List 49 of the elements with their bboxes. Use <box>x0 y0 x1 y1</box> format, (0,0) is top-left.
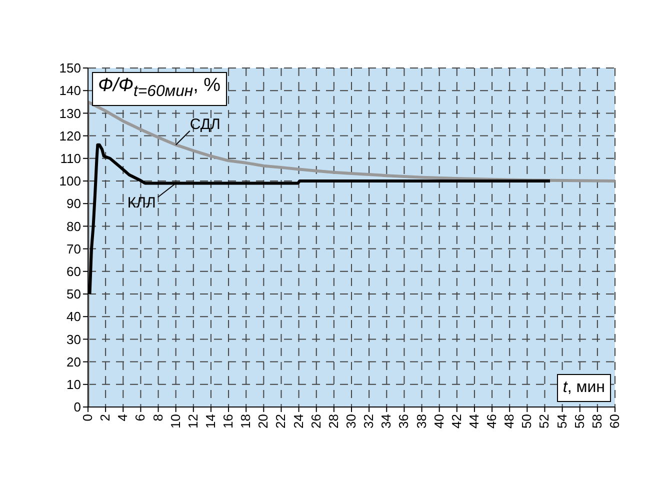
x-tick-label: 56 <box>572 414 587 428</box>
x-tick-label: 16 <box>220 414 236 428</box>
x-axis-title: t, мин <box>556 374 611 402</box>
x-tick-label: 28 <box>326 414 341 428</box>
x-tick-label: 30 <box>344 414 358 428</box>
x-tick-label: 14 <box>202 414 218 428</box>
x-tick-label: 48 <box>502 414 517 428</box>
x-tick-label: 24 <box>290 414 306 428</box>
x-tick-label: 6 <box>132 414 148 422</box>
y-tick-label: 150 <box>59 60 81 76</box>
y-tick-label: 80 <box>66 218 81 234</box>
x-tick-label: 12 <box>185 414 200 428</box>
x-tick-label: 34 <box>378 414 394 428</box>
y-tick-label: 10 <box>66 377 81 392</box>
y-tick-label: 140 <box>59 83 81 98</box>
x-tick-label: 4 <box>115 414 130 422</box>
y-tick-label: 130 <box>59 106 81 121</box>
x-tick-label: 0 <box>80 414 95 422</box>
x-tick-label: 42 <box>448 414 464 428</box>
x-tick-label: 18 <box>238 414 254 428</box>
y-axis-title: Ф/Ф$_{t=60мин}$, % <box>92 72 227 106</box>
x-tick-label: 20 <box>256 414 271 428</box>
y-tick-label: 20 <box>66 354 81 370</box>
y-tick-label: 70 <box>66 241 81 256</box>
y-tick-label: 120 <box>59 128 81 144</box>
y-tick-label: 50 <box>66 286 81 302</box>
x-tick-label: 26 <box>308 414 324 428</box>
x-tick-label: 50 <box>519 414 534 428</box>
x-tick-label: 46 <box>484 414 500 428</box>
y-tick-label: 30 <box>66 332 81 347</box>
x-tick-label: 36 <box>396 414 412 428</box>
x-tick-label: 8 <box>150 414 166 422</box>
x-tick-label: 2 <box>98 414 113 422</box>
x-tick-label: 58 <box>589 414 604 428</box>
y-tick-label: 90 <box>66 196 81 212</box>
y-tick-label: 40 <box>66 309 81 324</box>
y-tick-label: 100 <box>59 174 81 189</box>
x-tick-label: 54 <box>554 414 570 428</box>
x-tick-label: 38 <box>414 414 429 428</box>
series-label: СДЛ <box>190 116 220 133</box>
y-tick-label: 60 <box>66 264 81 280</box>
x-tick-label: 32 <box>361 414 376 428</box>
x-tick-label: 44 <box>466 414 482 428</box>
x-tick-label: 60 <box>607 414 622 428</box>
y-tick-label: 110 <box>60 151 81 166</box>
x-tick-label: 52 <box>536 414 552 428</box>
x-tick-label: 40 <box>431 414 446 428</box>
x-tick-label: 22 <box>273 414 288 428</box>
x-tick-label: 10 <box>168 414 183 428</box>
